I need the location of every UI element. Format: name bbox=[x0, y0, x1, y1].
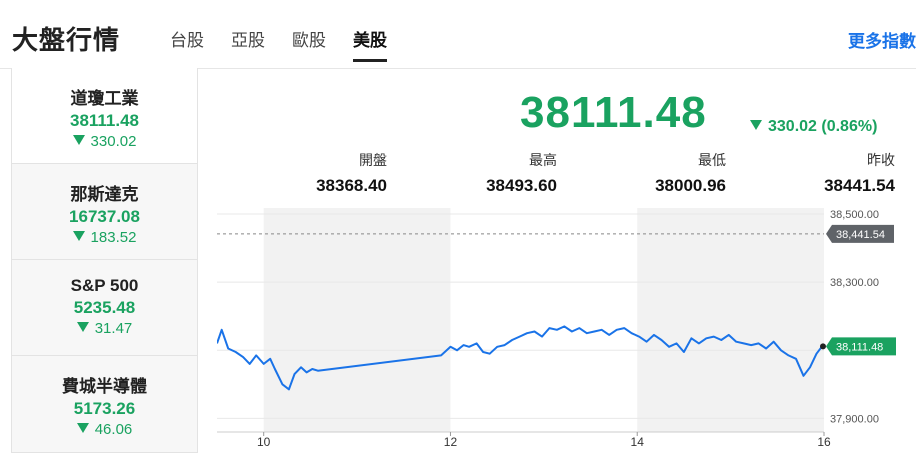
tab-asia[interactable]: 亞股 bbox=[231, 31, 265, 50]
y-tick-label: 37,900.00 bbox=[830, 413, 879, 425]
stat-label: 開盤 bbox=[359, 152, 387, 168]
index-item-nasdaq[interactable]: 那斯達克 16737.08 183.52 bbox=[12, 164, 197, 260]
index-name: 費城半導體 bbox=[62, 377, 147, 396]
index-price: 5173.26 bbox=[73, 399, 136, 418]
down-arrow-icon bbox=[76, 322, 89, 332]
last-price-tag bbox=[826, 337, 896, 356]
last-price-label: 38,111.48 bbox=[836, 341, 883, 353]
day-band bbox=[263, 208, 451, 432]
prev-close-label: 38,441.54 bbox=[836, 229, 885, 241]
index-item-sp500[interactable]: S&P 500 5235.48 31.47 bbox=[12, 260, 197, 356]
down-arrow-icon bbox=[72, 135, 85, 145]
index-name: 那斯達克 bbox=[70, 185, 139, 204]
y-tick-label: 38,300.00 bbox=[830, 277, 879, 289]
price-chart[interactable]: 38,500.00 38,300.00 37,900.00 10 12 14 16 38,44… bbox=[217, 208, 916, 452]
current-price: 38111.48 bbox=[520, 88, 707, 137]
tab-taiwan[interactable]: 台股 bbox=[170, 31, 204, 50]
index-change: 31.47 bbox=[12, 320, 197, 337]
price-line bbox=[217, 325, 823, 391]
stat-high: 最高 38493.60 bbox=[475, 150, 557, 196]
x-tick-label: 12 bbox=[444, 435, 458, 449]
index-name: S&P 500 bbox=[70, 276, 139, 295]
prev-close-tag bbox=[826, 224, 894, 243]
stat-value: 38368.40 bbox=[316, 176, 387, 195]
page-title: 大盤行情 bbox=[12, 25, 121, 55]
day-band bbox=[637, 208, 824, 432]
header: 大盤行情 台股 亞股 歐股 美股 更多指數 bbox=[0, 0, 916, 69]
x-tick-label: 14 bbox=[631, 435, 645, 449]
index-price: 16737.08 bbox=[69, 207, 140, 226]
down-arrow-icon bbox=[750, 120, 762, 130]
index-name: 道瓊工業 bbox=[70, 89, 139, 108]
stat-value: 38493.60 bbox=[486, 176, 557, 195]
tab-us[interactable]: 美股 bbox=[353, 26, 387, 62]
more-indices-link[interactable]: 更多指數 bbox=[848, 32, 916, 51]
index-list: 道瓊工業 38111.48 330.02 那斯達克 16737.08 183.5… bbox=[11, 68, 198, 453]
stat-label: 昨收 bbox=[867, 152, 895, 168]
down-arrow-icon bbox=[76, 423, 89, 433]
y-tick-label: 38,500.00 bbox=[830, 209, 879, 221]
index-item-dow[interactable]: 道瓊工業 38111.48 330.02 bbox=[12, 68, 197, 164]
stat-label: 最低 bbox=[698, 152, 726, 168]
price-change: 330.02 (0.86%) bbox=[750, 118, 877, 136]
x-tick-label: 16 bbox=[817, 435, 831, 449]
index-change: 46.06 bbox=[12, 421, 197, 438]
stat-prev-close: 昨收 38441.54 bbox=[812, 150, 895, 196]
index-item-sox[interactable]: 費城半導體 5173.26 46.06 bbox=[12, 356, 197, 452]
index-change: 330.02 bbox=[12, 133, 197, 150]
stat-low: 最低 38000.96 bbox=[644, 150, 726, 196]
index-change: 183.52 bbox=[12, 229, 197, 246]
last-point bbox=[820, 343, 826, 350]
tab-europe[interactable]: 歐股 bbox=[292, 31, 326, 50]
stat-open: 開盤 38368.40 bbox=[307, 150, 387, 196]
stat-value: 38000.96 bbox=[655, 176, 726, 195]
index-price: 5235.48 bbox=[73, 298, 136, 317]
x-tick-label: 10 bbox=[257, 435, 271, 449]
index-price: 38111.48 bbox=[69, 111, 140, 130]
stat-label: 最高 bbox=[529, 152, 557, 168]
market-tabs: 台股 亞股 歐股 美股 bbox=[170, 26, 414, 62]
stat-value: 38441.54 bbox=[824, 176, 895, 195]
down-arrow-icon bbox=[72, 231, 85, 241]
